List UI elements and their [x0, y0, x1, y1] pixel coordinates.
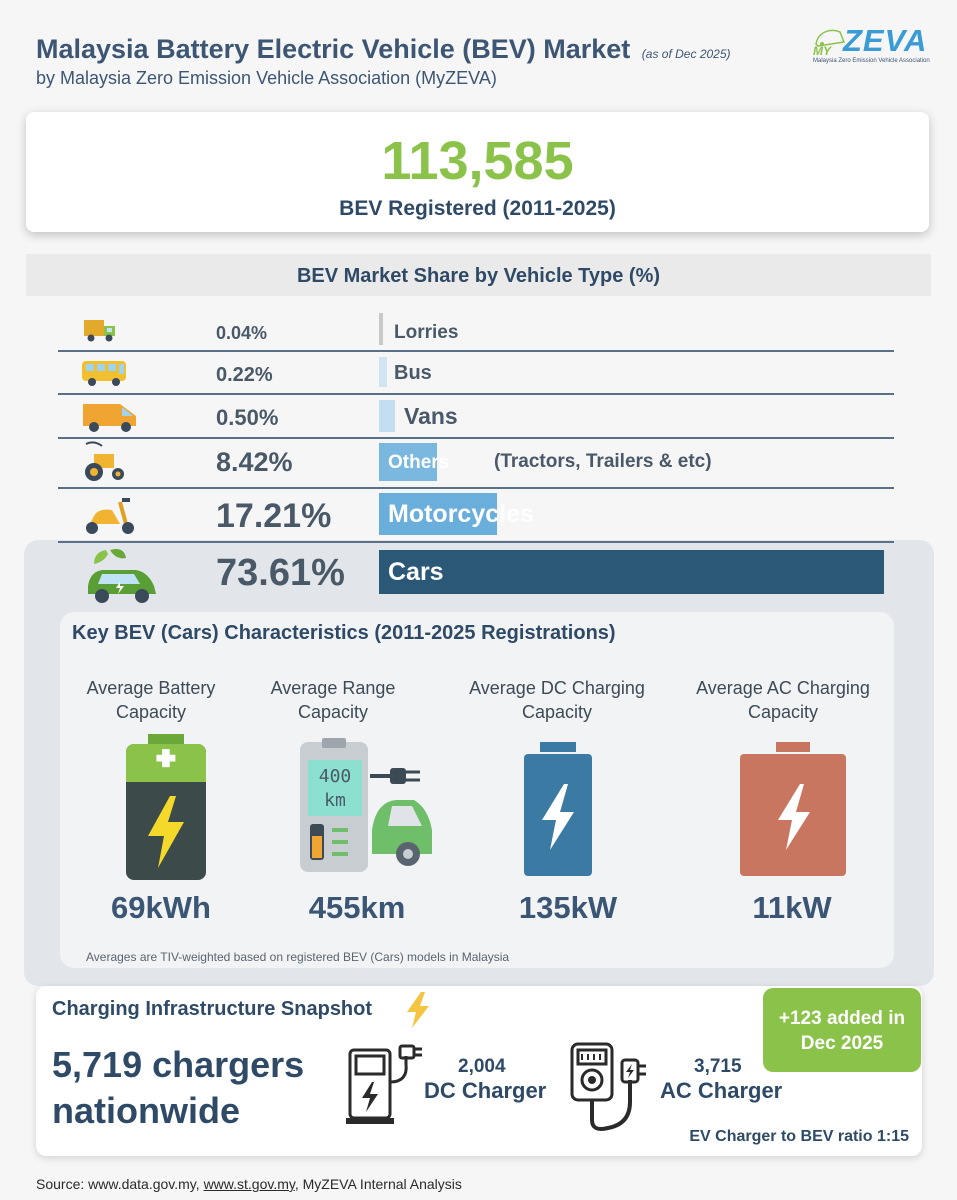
bar-lorries	[379, 313, 383, 345]
share-label-bus: Bus	[394, 362, 432, 384]
stat-value-dc: 135kW	[518, 890, 618, 925]
bus-icon	[82, 361, 126, 386]
bar-vans	[379, 400, 395, 432]
share-section-title: BEV Market Share by Vehicle Type (%)	[296, 265, 661, 287]
ac-charger-count: 3,715	[694, 1056, 742, 1077]
bar-cars	[379, 550, 884, 594]
stat-value-range: 455km	[308, 890, 406, 925]
added-badge-text: +123 added in Dec 2025	[778, 1008, 906, 1054]
stat-label-battery: Average Battery Capacity	[86, 678, 216, 722]
stat-label-dc: Average DC Charging Capacity	[469, 678, 645, 722]
tractor-icon	[85, 441, 124, 481]
charger-bev-ratio: EV Charger to BEV ratio 1:15	[689, 1128, 909, 1145]
row-divider	[58, 437, 894, 439]
title-date-note: (as of Dec 2025)	[641, 47, 731, 61]
key-characteristics-title: Key BEV (Cars) Characteristics (2011-202…	[72, 622, 616, 644]
total-card	[26, 112, 929, 232]
stat-label-range: Average Range Capacity	[270, 678, 396, 722]
range-screen-top: 400	[319, 766, 352, 787]
share-value-bus: 0.22%	[216, 364, 273, 386]
myzeva-logo-icon	[815, 29, 846, 47]
key-characteristics-note: Averages are TIV-weighted based on regis…	[86, 950, 510, 964]
total-registered-value: 113,585	[381, 131, 574, 191]
share-label-others: Others	[388, 452, 450, 473]
share-value-others: 8.42%	[216, 447, 293, 477]
logo-text: ZEVA	[843, 23, 928, 58]
source-line: Source: www.data.gov.my, www.st.gov.my, …	[36, 1176, 462, 1192]
logo-tagline: Malaysia Zero Emission Vehicle Associati…	[813, 58, 930, 64]
dc-battery-icon	[524, 742, 592, 876]
car-icon	[88, 549, 156, 603]
ac-charger-icon	[570, 1042, 646, 1131]
bar-motorcycles	[379, 493, 497, 535]
charging-title: Charging Infrastructure Snapshot	[52, 998, 373, 1020]
share-note-others: (Tractors, Trailers & etc)	[494, 451, 712, 472]
range-station-icon: 400 km	[300, 738, 432, 872]
stat-value-battery: 69kWh	[111, 890, 211, 925]
source-link[interactable]: www.st.gov.my	[203, 1176, 295, 1192]
motorcycle-icon	[86, 498, 134, 534]
share-value-cars: 73.61%	[216, 552, 345, 594]
lightning-icon	[407, 992, 429, 1028]
page-subtitle: by Malaysia Zero Emission Vehicle Associ…	[36, 68, 497, 88]
row-divider	[58, 350, 894, 352]
battery-icon	[126, 734, 206, 880]
van-icon	[83, 404, 136, 432]
share-label-vans: Vans	[404, 403, 458, 429]
bar-others	[379, 443, 437, 481]
total-registered-label: BEV Registered (2011-2025)	[339, 197, 616, 220]
logo-prefix: MY	[813, 44, 831, 58]
row-divider	[58, 487, 894, 489]
row-divider	[58, 541, 894, 543]
range-screen-bottom: km	[324, 790, 346, 811]
share-label-motorcycles: Motorcycles	[388, 500, 534, 528]
share-value-vans: 0.50%	[216, 405, 279, 430]
dc-charger-count: 2,004	[458, 1056, 506, 1077]
bar-bus	[379, 357, 387, 387]
stat-label-ac: Average AC Charging Capacity	[696, 678, 870, 722]
share-label-lorries: Lorries	[394, 322, 459, 343]
added-badge	[763, 988, 921, 1072]
ac-battery-icon	[740, 742, 846, 876]
chargers-nationwide: 5,719 chargers nationwide	[52, 1044, 305, 1131]
ac-charger-label: AC Charger	[660, 1078, 783, 1103]
share-value-lorries: 0.04%	[216, 323, 268, 343]
share-section-header	[26, 254, 931, 296]
share-value-motorcycles: 17.21%	[216, 497, 332, 535]
dc-charger-label: DC Charger	[424, 1078, 547, 1103]
page-title: Malaysia Battery Electric Vehicle (BEV) …	[36, 34, 731, 64]
stat-value-ac: 11kW	[752, 890, 832, 925]
row-divider	[58, 393, 894, 395]
share-label-cars: Cars	[388, 558, 444, 586]
lorry-icon	[84, 320, 115, 342]
dc-charger-icon	[346, 1044, 422, 1124]
